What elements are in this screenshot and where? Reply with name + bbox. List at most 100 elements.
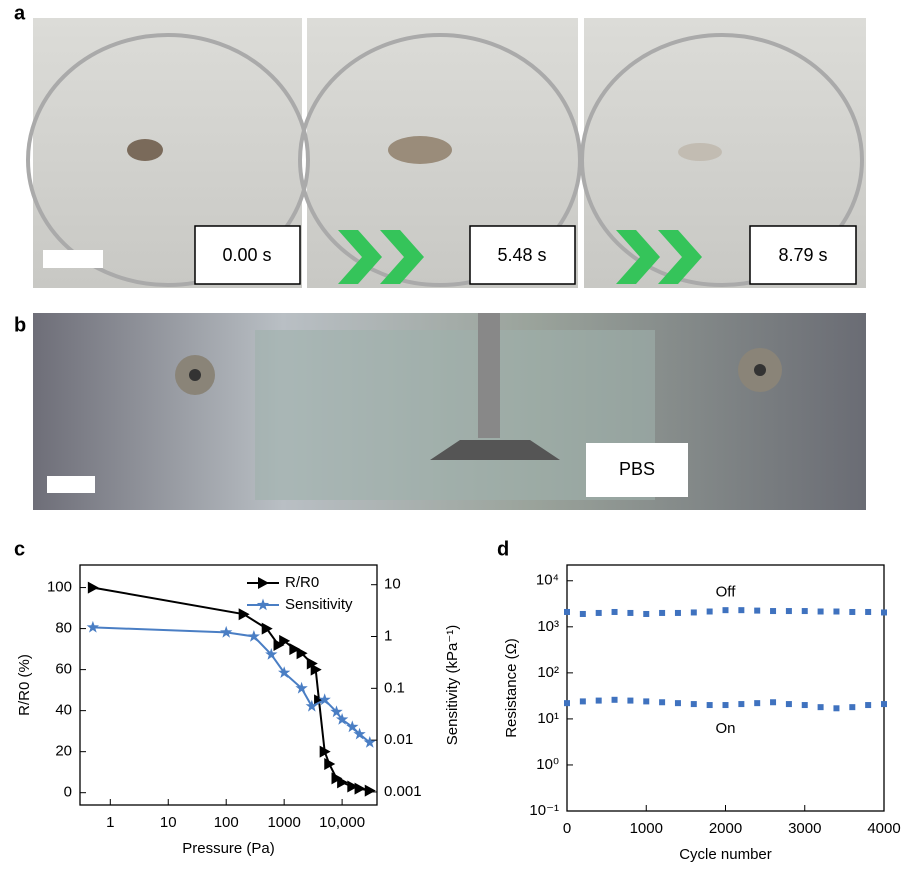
- point: [579, 698, 586, 705]
- x-tick-label: 10: [160, 814, 177, 831]
- marker: [289, 643, 301, 656]
- marker: [318, 693, 331, 706]
- photo-b: [33, 313, 866, 510]
- marker: [256, 598, 270, 611]
- point: [564, 700, 570, 707]
- point: [833, 705, 840, 712]
- marker: [319, 745, 331, 758]
- marker: [335, 713, 349, 725]
- point: [706, 702, 713, 709]
- marker: [273, 639, 285, 651]
- y-axis-label: R/R0 (%): [16, 654, 33, 716]
- point: [754, 700, 761, 707]
- point: [817, 704, 824, 711]
- marker: [324, 757, 336, 770]
- x-tick-label: 4000: [867, 820, 900, 837]
- marker: [337, 776, 349, 789]
- x-tick-label: 3000: [788, 820, 821, 837]
- panel-label: b: [14, 314, 26, 336]
- point: [849, 704, 856, 711]
- marker: [87, 581, 99, 594]
- point: [595, 697, 602, 704]
- point: [770, 699, 777, 706]
- medium-label: PBS: [619, 459, 655, 479]
- panel-label: d: [497, 538, 509, 560]
- y-tick-label: 10²: [537, 664, 559, 681]
- point: [785, 608, 792, 615]
- point: [738, 607, 745, 614]
- marker: [364, 784, 376, 797]
- x-tick-label: 1000: [630, 820, 663, 837]
- annotation: Off: [716, 584, 737, 601]
- panel-label: a: [14, 2, 26, 24]
- marker: [247, 630, 260, 642]
- point: [579, 610, 586, 617]
- point: [722, 702, 729, 709]
- marker: [363, 736, 376, 748]
- y-tick-label: 10⁻¹: [529, 802, 559, 819]
- annotation: On: [715, 720, 735, 737]
- point: [611, 696, 618, 703]
- y-tick-label: 10⁴: [536, 572, 559, 589]
- x-tick-label: 1000: [267, 814, 300, 831]
- point: [801, 608, 808, 615]
- photo-a: [26, 18, 866, 288]
- plot-frame: [79, 564, 378, 806]
- marker: [353, 727, 366, 740]
- y-axis-label: Resistance (Ω): [503, 638, 520, 738]
- marker: [331, 772, 343, 785]
- point: [674, 609, 681, 616]
- point: [643, 698, 650, 705]
- y2-tick-label: 0.01: [384, 731, 413, 748]
- time-label: 5.48 s: [497, 245, 546, 265]
- point: [849, 608, 856, 615]
- panel-label: c: [14, 538, 25, 560]
- point: [706, 608, 713, 615]
- point: [785, 701, 792, 708]
- x-tick-label: 10,000: [319, 814, 365, 831]
- time-label: 8.79 s: [778, 245, 827, 265]
- point: [817, 608, 824, 615]
- legend-label: R/R0: [285, 574, 319, 591]
- x-axis-label: Cycle number: [679, 846, 772, 863]
- marker: [261, 622, 273, 635]
- point: [770, 608, 777, 615]
- y2-axis-label: Sensitivity (kPa⁻¹): [444, 625, 461, 745]
- time-label: 0.00 s: [222, 245, 271, 265]
- plot-frame: [566, 564, 885, 812]
- point: [690, 701, 697, 708]
- marker: [265, 648, 278, 660]
- y-tick-label: 20: [55, 743, 72, 760]
- marker: [238, 608, 250, 621]
- point: [611, 608, 618, 615]
- x-tick-label: 0: [563, 820, 571, 837]
- marker: [220, 625, 233, 638]
- y-tick-label: 100: [47, 579, 72, 596]
- y-tick-label: 80: [55, 620, 72, 637]
- point: [690, 609, 697, 616]
- point: [754, 607, 761, 614]
- point: [595, 609, 602, 616]
- marker: [258, 577, 269, 589]
- point: [738, 701, 745, 708]
- point: [865, 702, 872, 709]
- x-tick-label: 1: [106, 814, 114, 831]
- marker: [330, 705, 343, 718]
- y2-tick-label: 1: [384, 627, 392, 644]
- point: [564, 608, 570, 615]
- marker: [86, 620, 99, 633]
- y-tick-label: 40: [55, 702, 72, 719]
- marker: [295, 681, 308, 694]
- marker: [354, 782, 366, 795]
- point: [881, 701, 887, 708]
- point: [801, 702, 808, 709]
- point: [627, 609, 634, 616]
- x-tick-label: 2000: [709, 820, 742, 837]
- marker: [306, 657, 318, 670]
- point: [833, 608, 840, 615]
- y-tick-label: 10⁰: [536, 756, 559, 773]
- point: [659, 699, 666, 706]
- marker: [305, 699, 318, 712]
- marker: [347, 780, 359, 793]
